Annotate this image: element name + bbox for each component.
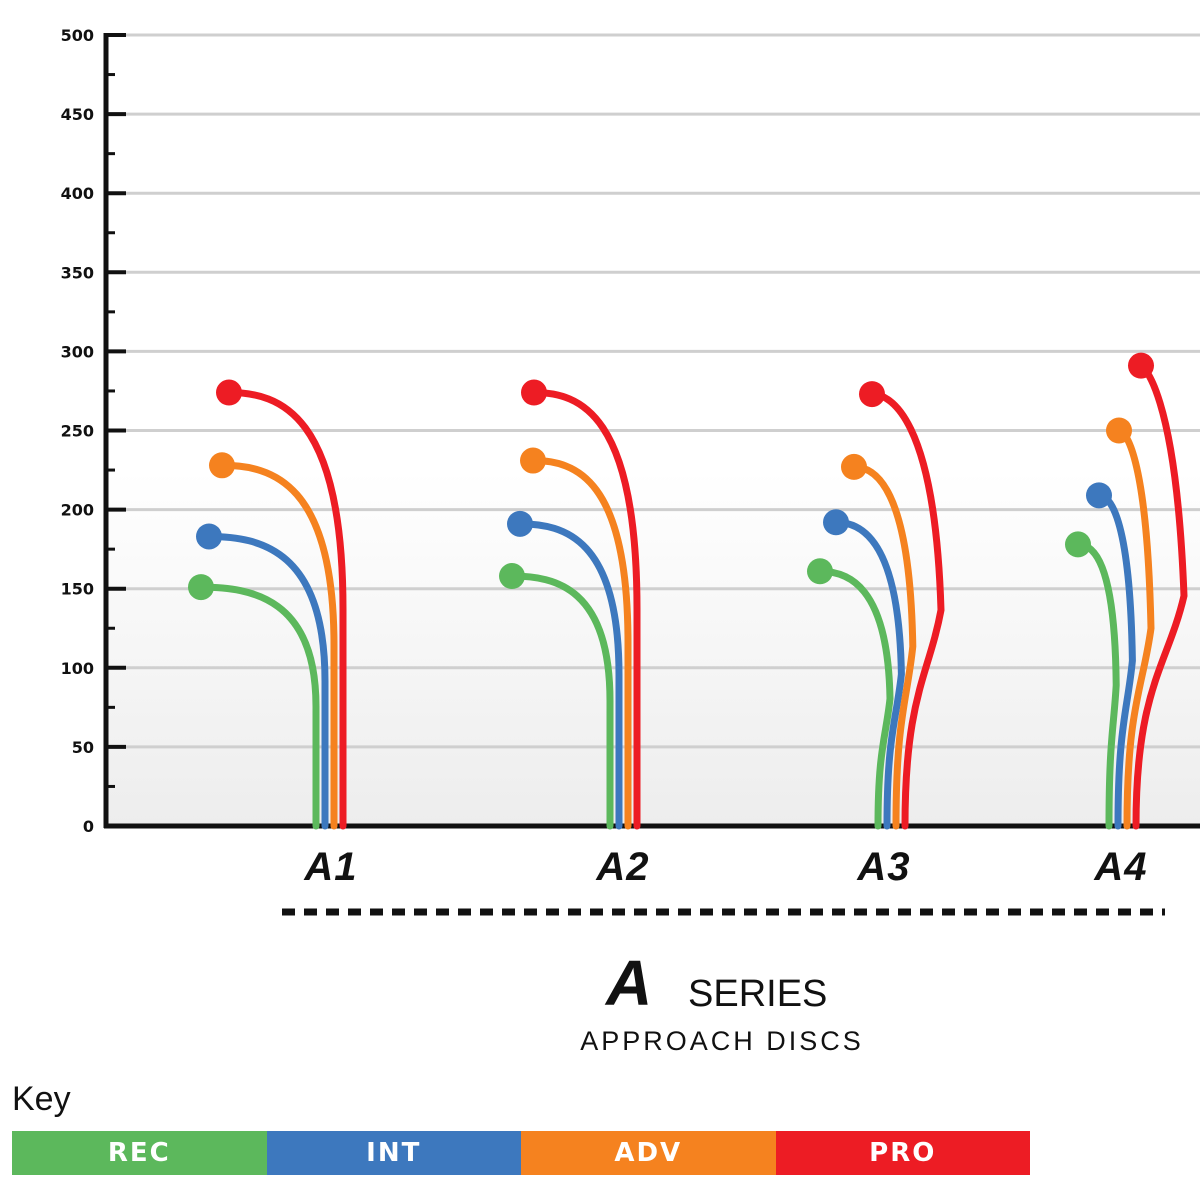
flight-path-a4-int	[1095, 491, 1136, 830]
flight-end-point-a1-int	[196, 523, 222, 550]
y-tick-label-200: 200	[61, 501, 94, 520]
disc-label-a4: A4	[1093, 845, 1147, 889]
flight-path-a2-pro	[530, 389, 641, 830]
series-title: A SERIES APPROACH DISCS	[580, 947, 864, 1056]
flight-path-a2-int	[516, 520, 623, 830]
flight-end-point-a3-adv	[841, 453, 867, 480]
y-tick-label-150: 150	[61, 580, 94, 599]
flight-path-a1-int	[205, 532, 329, 830]
flight-end-point-a3-rec	[807, 558, 833, 585]
flight-end-point-a2-int	[507, 510, 533, 537]
y-tick-label-250: 250	[61, 422, 94, 441]
y-axis: 0 50 100 150 200 250 300 350 400 450 500	[61, 26, 1200, 836]
flight-path-a3-adv	[850, 463, 917, 830]
y-tick-label-400: 400	[61, 184, 94, 203]
series-word: SERIES	[688, 973, 827, 1015]
flight-end-point-a2-adv	[520, 447, 546, 474]
flight-path-a4-rec	[1074, 540, 1120, 830]
flight-end-point-a4-pro	[1128, 352, 1154, 379]
flight-end-point-a3-int	[823, 509, 849, 536]
flight-end-point-a1-rec	[188, 574, 214, 601]
key-item-pro: PRO	[775, 1131, 1030, 1175]
key-legend: REC INT ADV PRO	[12, 1131, 1030, 1175]
flight-path-a1-adv	[218, 461, 338, 830]
y-tick-label-0: 0	[83, 817, 94, 836]
flight-path-a1-rec	[197, 583, 320, 830]
flight-path-a1-pro	[225, 389, 347, 830]
flight-end-point-a4-adv	[1106, 417, 1132, 444]
disc-labels: A1 A2 A3 A4	[303, 845, 1147, 889]
key-item-rec: REC	[12, 1131, 267, 1175]
flight-path-a2-adv	[529, 457, 632, 830]
flight-path-a4-adv	[1115, 427, 1155, 830]
key-item-adv: ADV	[521, 1131, 776, 1175]
flight-end-point-a2-pro	[521, 379, 547, 406]
flight-end-point-a4-int	[1086, 482, 1112, 509]
flight-end-point-a2-rec	[499, 563, 525, 590]
y-tick-label-100: 100	[61, 659, 94, 678]
y-tick-label-500: 500	[61, 26, 94, 45]
flight-end-point-a3-pro	[859, 381, 885, 408]
y-tick-label-450: 450	[61, 105, 94, 124]
key-title: Key	[12, 1080, 71, 1118]
disc-label-a3: A3	[856, 845, 910, 889]
disc-label-a1: A1	[303, 845, 357, 889]
y-tick-label-350: 350	[61, 263, 94, 282]
flight-end-point-a1-adv	[209, 452, 235, 479]
y-tick-label-300: 300	[61, 342, 94, 361]
y-tick-label-50: 50	[72, 738, 94, 757]
key-item-int: INT	[266, 1131, 521, 1175]
flight-path-a3-int	[832, 518, 905, 830]
disc-label-a2: A2	[595, 845, 649, 889]
flight-curves	[188, 352, 1188, 830]
flight-path-a3-pro	[868, 390, 945, 830]
flight-end-point-a1-pro	[216, 379, 242, 406]
flight-end-point-a4-rec	[1065, 531, 1091, 558]
series-logo: A	[604, 947, 652, 1019]
series-subtitle: APPROACH DISCS	[580, 1026, 864, 1056]
flight-path-a3-rec	[816, 567, 894, 830]
flight-path-a4-pro	[1132, 362, 1188, 830]
flight-path-a2-rec	[508, 572, 614, 830]
